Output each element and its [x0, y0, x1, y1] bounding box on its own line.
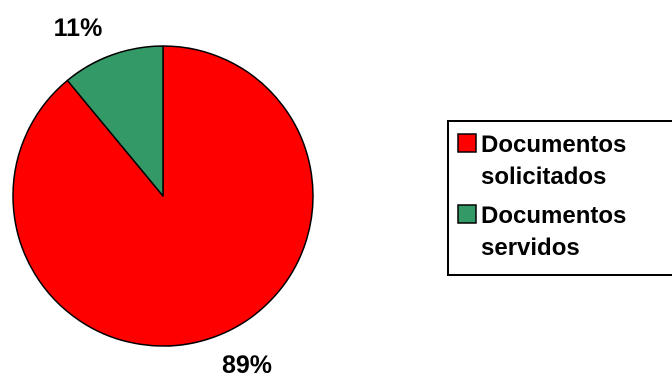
- legend-box: [447, 120, 672, 276]
- legend: Documentos solicitados Documentos servid…: [447, 120, 672, 276]
- legend-label-documentos-solicitados-line1: Documentos: [481, 131, 626, 158]
- legend-label-documentos-solicitados-line2: solicitados: [481, 163, 606, 190]
- pie-slices: [12, 45, 314, 347]
- slice-documentos-solicitados: [12, 45, 314, 347]
- legend-label-documentos-servidos-line1: Documentos: [481, 202, 626, 229]
- legend-swatch-documentos-servidos: [457, 204, 477, 224]
- legend-label-documentos-servidos-line2: servidos: [481, 234, 580, 261]
- slice-documentos-servidos: [66, 45, 164, 197]
- data-label-documentos-solicitados: 89%: [222, 351, 272, 379]
- data-label-documentos-servidos: 11%: [54, 14, 103, 42]
- legend-swatch-documentos-solicitados: [457, 133, 477, 153]
